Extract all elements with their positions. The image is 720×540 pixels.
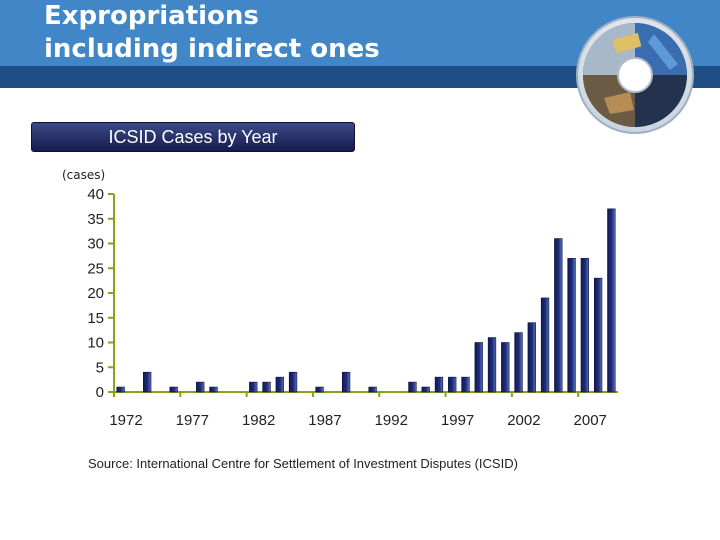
bar-1985 bbox=[288, 371, 298, 393]
bar-1978 bbox=[196, 381, 205, 393]
y-tick-label: 15 bbox=[87, 310, 104, 327]
bar-2003 bbox=[527, 322, 536, 393]
bar-1994 bbox=[408, 381, 417, 393]
bar-2004 bbox=[540, 297, 550, 393]
bar-1983 bbox=[262, 381, 271, 393]
bar-1989 bbox=[341, 371, 351, 393]
bar-1982 bbox=[249, 381, 258, 393]
bar-2006 bbox=[567, 258, 576, 393]
y-axis-unit-label: (cases) bbox=[62, 168, 106, 182]
computer-globe-logo-icon bbox=[576, 16, 694, 134]
x-tick-label: 1982 bbox=[242, 412, 275, 429]
bar-1995 bbox=[421, 386, 430, 393]
x-tick-label: 1987 bbox=[308, 412, 341, 429]
bar-2005 bbox=[554, 238, 563, 393]
x-tick-label: 2002 bbox=[507, 412, 540, 429]
slide-title: Expropriations including indirect ones bbox=[44, 0, 380, 66]
bar-2007 bbox=[580, 258, 589, 393]
bar-1997 bbox=[448, 376, 457, 393]
x-tick-label: 2007 bbox=[574, 412, 607, 429]
bar-1976 bbox=[169, 386, 178, 393]
y-tick-label: 0 bbox=[96, 384, 104, 401]
bar-1999 bbox=[474, 342, 483, 393]
bar-1984 bbox=[275, 376, 284, 393]
chart-title: ICSID Cases by Year bbox=[31, 122, 355, 152]
bar-1996 bbox=[434, 376, 444, 393]
bar-undefined bbox=[607, 208, 616, 393]
bar-1979 bbox=[209, 386, 218, 393]
y-tick-label: 20 bbox=[87, 285, 104, 302]
bar-1987 bbox=[315, 386, 324, 393]
chart-source-note: Source: International Centre for Settlem… bbox=[88, 456, 518, 471]
bar-2001 bbox=[501, 342, 510, 393]
y-tick-label: 10 bbox=[87, 335, 104, 352]
x-tick-label: 1997 bbox=[441, 412, 474, 429]
y-tick-label: 35 bbox=[87, 211, 104, 228]
y-tick-label: 30 bbox=[87, 236, 104, 253]
y-tick-label: 5 bbox=[96, 359, 104, 376]
slide-title-line1: Expropriations bbox=[44, 1, 259, 31]
x-tick-label: 1977 bbox=[176, 412, 209, 429]
bar-1991 bbox=[368, 386, 377, 393]
y-tick-label: 40 bbox=[87, 186, 104, 203]
bar-1974 bbox=[143, 371, 152, 393]
header-band bbox=[0, 66, 720, 88]
bar-2002 bbox=[514, 332, 523, 393]
bar-undefined bbox=[593, 277, 603, 393]
y-tick-label: 25 bbox=[87, 260, 104, 277]
slide-title-line2: including indirect ones bbox=[44, 34, 380, 64]
bar-2000 bbox=[487, 337, 497, 393]
x-tick-label: 1972 bbox=[109, 412, 142, 429]
bar-1972 bbox=[116, 386, 125, 393]
x-tick-label: 1992 bbox=[375, 412, 408, 429]
bar-1998 bbox=[461, 376, 470, 393]
